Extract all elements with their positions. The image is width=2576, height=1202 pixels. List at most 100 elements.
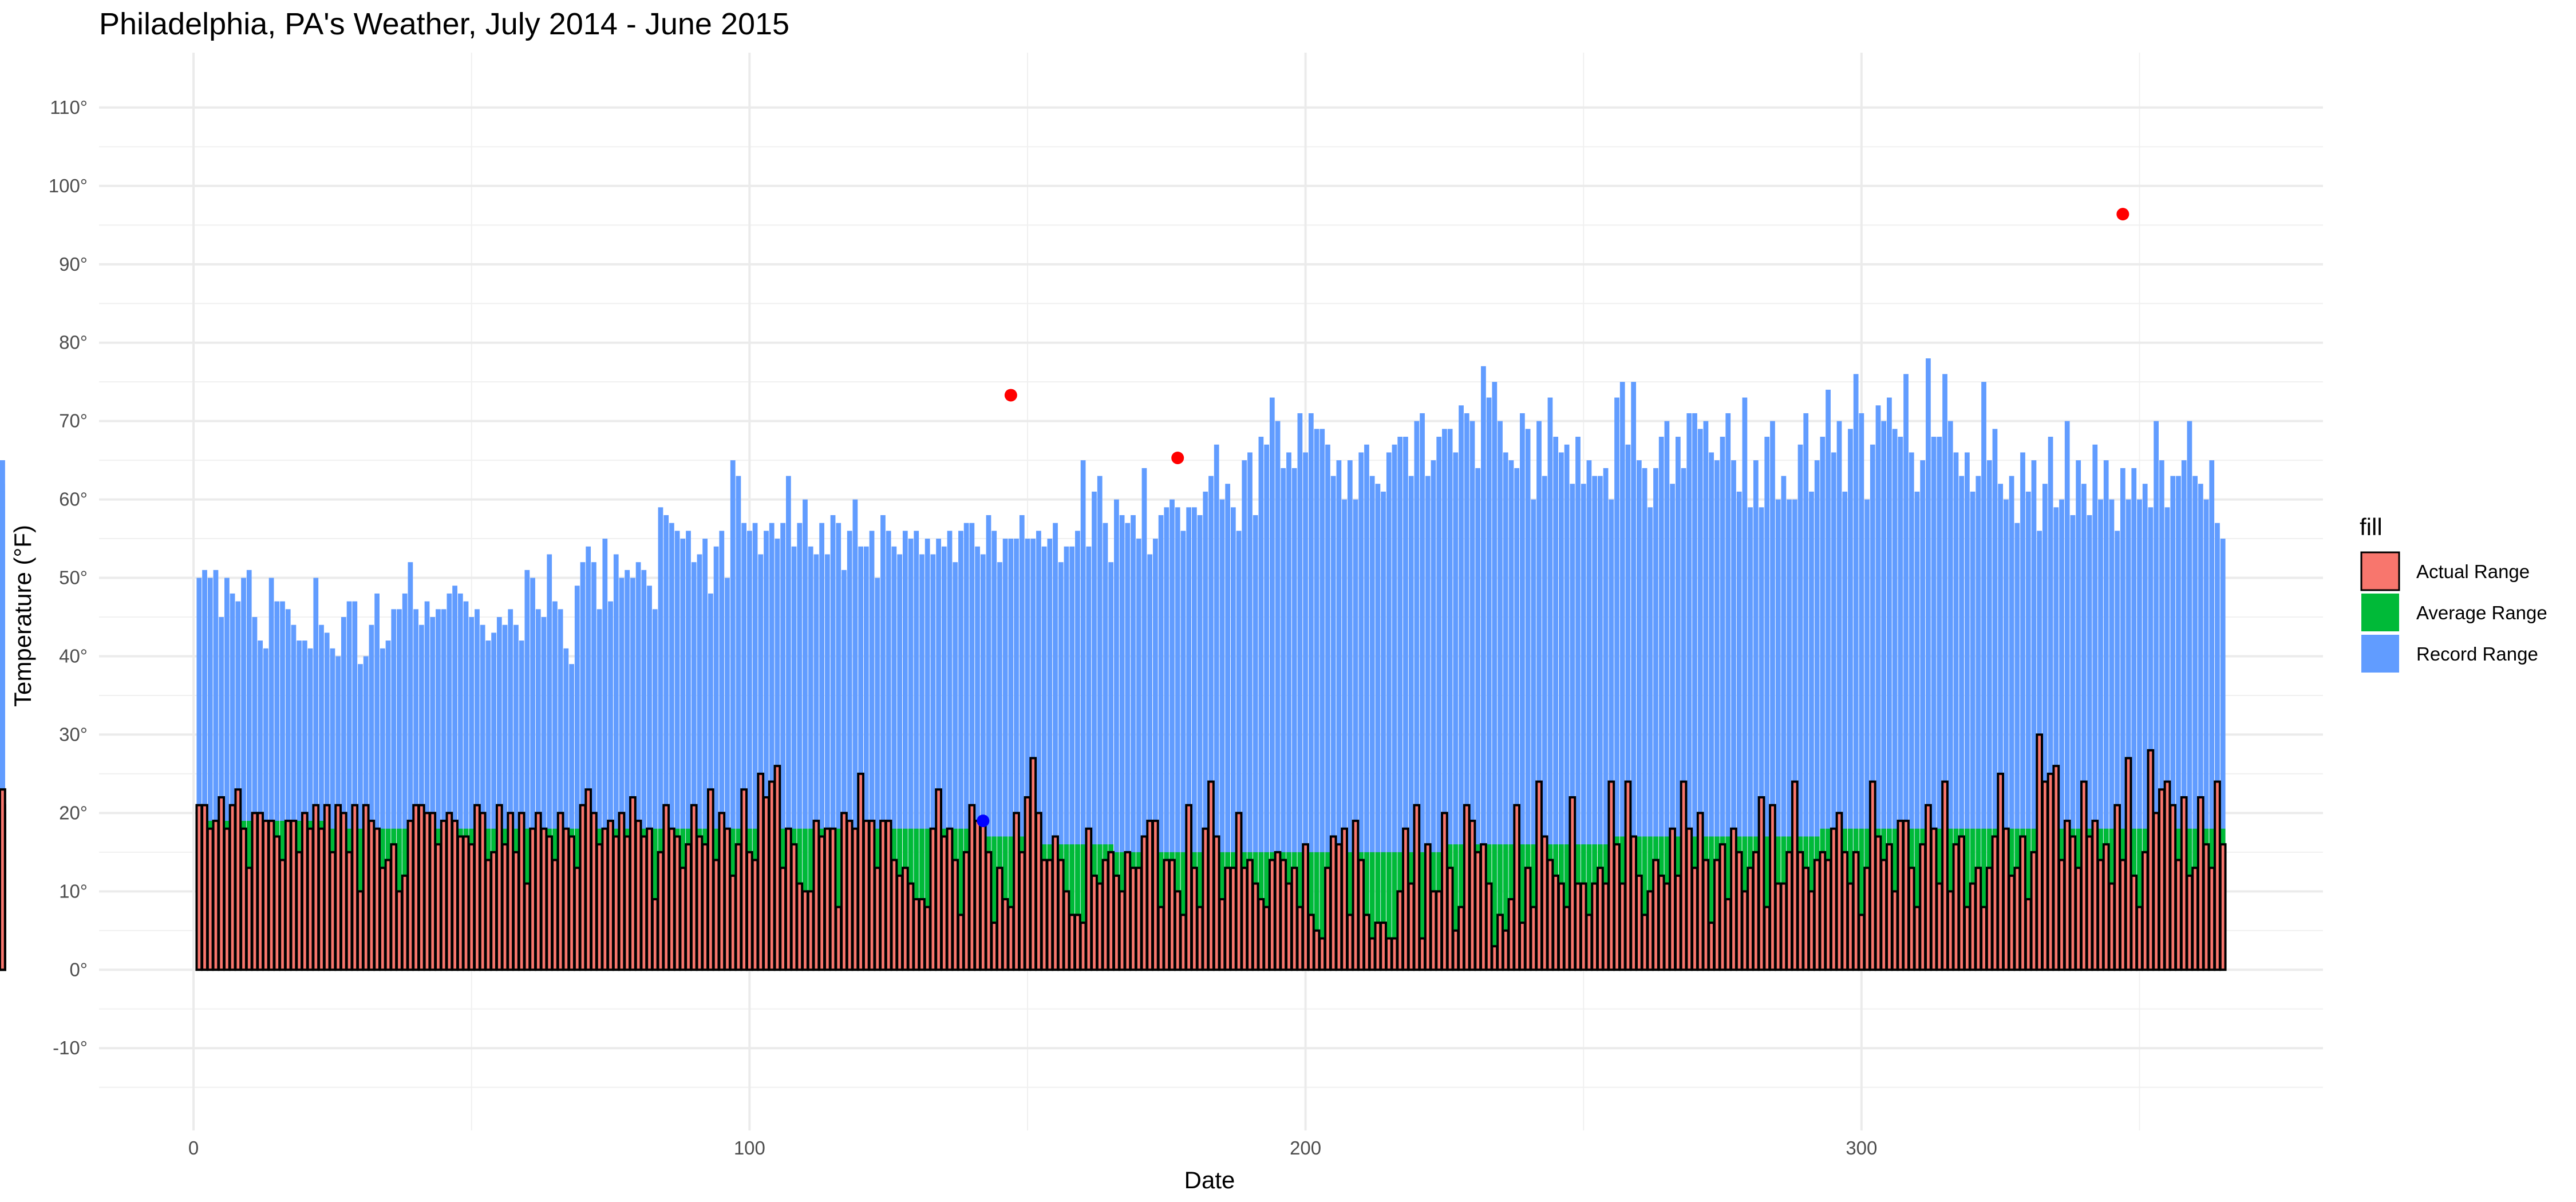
actual-range-bar <box>1425 844 1431 970</box>
actual-range-bar <box>386 860 391 970</box>
record-high-point <box>2116 208 2129 220</box>
actual-range-bar <box>1436 891 1441 970</box>
actual-range-bar <box>2059 860 2064 970</box>
actual-range-bar <box>1453 931 1458 970</box>
actual-range-bar <box>1125 852 1130 970</box>
actual-range-bar <box>792 844 797 970</box>
actual-range-bar <box>1075 915 1080 970</box>
actual-range-bar <box>2131 876 2136 970</box>
actual-range-bar <box>1242 868 1247 970</box>
actual-range-bar <box>641 836 646 970</box>
actual-range-bar <box>1720 844 1725 970</box>
actual-range-bar <box>1214 836 1219 970</box>
actual-range-bar <box>335 805 341 970</box>
actual-range-bar <box>452 821 457 970</box>
actual-range-bar <box>230 805 235 970</box>
actual-range-bar <box>1631 836 1636 970</box>
actual-range-bar <box>1303 844 1308 970</box>
actual-range-bar <box>2176 860 2181 970</box>
actual-range-bar <box>347 852 352 970</box>
actual-range-bar <box>475 805 480 970</box>
actual-range-bar <box>1397 891 1402 970</box>
actual-range-bar <box>975 821 980 970</box>
actual-range-bar <box>647 829 652 970</box>
actual-range-bar <box>1170 860 1175 970</box>
actual-range-bar <box>1203 829 1208 970</box>
actual-range-bar <box>1653 860 1658 970</box>
actual-range-bar <box>1598 868 1603 970</box>
actual-range-bar <box>1826 860 1831 970</box>
actual-range-bar <box>1092 876 1097 970</box>
x-tick-label: 300 <box>1846 1137 1877 1158</box>
actual-range-bar <box>1103 860 1108 970</box>
actual-range-bar <box>2004 829 2009 970</box>
actual-range-bar <box>2192 868 2198 970</box>
actual-range-bar <box>425 813 430 970</box>
actual-range-bar <box>2104 844 2109 970</box>
actual-range-bar <box>1893 891 1898 970</box>
actual-range-bar <box>1003 899 1008 970</box>
actual-range-bar <box>1542 836 1547 970</box>
actual-range-bar <box>914 899 919 970</box>
actual-range-bar <box>1281 860 1286 970</box>
actual-range-bar <box>1993 836 1998 970</box>
actual-range-bar <box>1764 907 1769 970</box>
actual-range-bar <box>1575 884 1581 970</box>
actual-range-bar <box>1714 860 1720 970</box>
actual-range-bar <box>2159 789 2164 970</box>
actual-range-bar <box>524 884 530 970</box>
actual-range-bar <box>1286 884 1291 970</box>
actual-range-bar <box>741 789 746 970</box>
actual-range-bar <box>1264 907 1269 970</box>
actual-range-bar <box>1381 923 1386 970</box>
actual-range-bar <box>1559 884 1564 970</box>
actual-range-bar <box>1481 844 1486 970</box>
actual-range-bar <box>1536 782 1542 970</box>
y-tick-label: 10° <box>59 880 88 902</box>
actual-range-bar <box>1647 891 1653 970</box>
actual-range-bar <box>1392 938 1397 970</box>
actual-range-bar <box>1842 852 1847 970</box>
actual-range-bar <box>369 821 374 970</box>
actual-range-bar <box>1097 884 1103 970</box>
actual-range-bar <box>1603 884 1609 970</box>
actual-range-bar <box>1759 797 1764 970</box>
actual-range-bar <box>252 813 258 970</box>
actual-range-bar <box>1981 907 1986 970</box>
actual-range-bar <box>214 821 219 970</box>
actual-range-bar <box>1342 829 1347 970</box>
actual-range-bar <box>1686 829 1692 970</box>
actual-range-bar <box>1998 774 2003 970</box>
actual-range-bar <box>942 836 947 970</box>
actual-range-bar <box>2115 805 2120 970</box>
actual-range-bar <box>313 805 318 970</box>
x-tick-label: 200 <box>1290 1137 1321 1158</box>
actual-range-bar <box>508 813 513 970</box>
actual-range-bar <box>769 782 775 970</box>
actual-range-bar <box>530 829 535 970</box>
actual-range-bar <box>880 821 886 970</box>
actual-range-bar <box>408 821 413 970</box>
actual-range-bar <box>1743 891 1748 970</box>
actual-range-bar <box>1659 876 1664 970</box>
actual-range-bar <box>258 813 263 970</box>
actual-range-bar <box>1881 860 1886 970</box>
actual-range-bar <box>1592 884 1597 970</box>
actual-range-bar <box>241 829 246 970</box>
actual-range-bar <box>519 813 524 970</box>
actual-range-bar <box>1498 915 1503 970</box>
actual-range-bar <box>1108 852 1113 970</box>
actual-range-bar <box>602 829 607 970</box>
actual-range-bar <box>1337 844 1342 970</box>
actual-range-bar <box>669 829 674 970</box>
actual-range-bar <box>897 876 902 970</box>
actual-range-bar <box>1965 907 1970 970</box>
y-tick-label: 70° <box>59 410 88 432</box>
actual-range-bar <box>1370 938 1375 970</box>
actual-range-bar <box>892 860 897 970</box>
actual-range-bar <box>1464 805 1469 970</box>
actual-range-bar <box>391 844 396 970</box>
actual-range-bar <box>397 891 402 970</box>
legend-key-average-range <box>2361 594 2399 631</box>
actual-range-bar <box>986 852 991 970</box>
